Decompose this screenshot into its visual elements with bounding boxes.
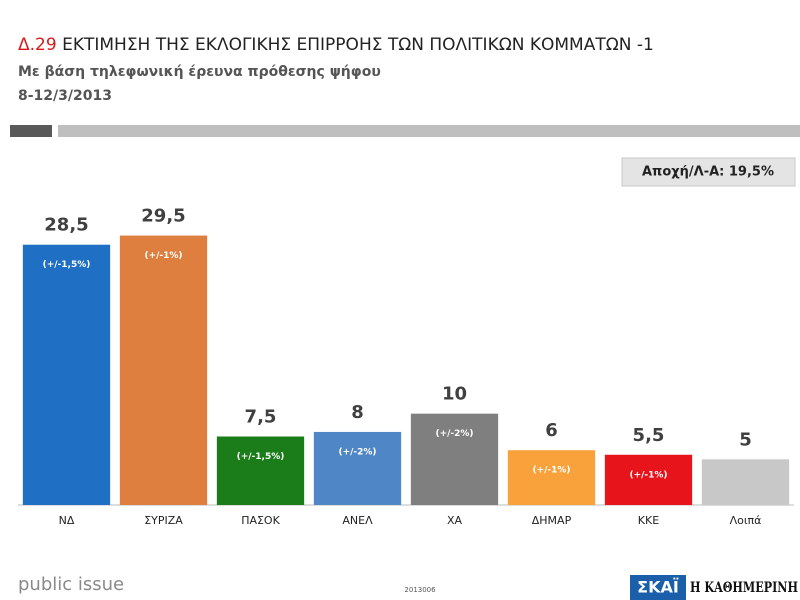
bar: [313, 431, 402, 505]
annotation: Αποχή/Λ-Α: 19,5%: [642, 165, 774, 180]
error-label: (+/-1%): [144, 251, 182, 261]
bar: [604, 454, 693, 505]
value-label: 10: [442, 384, 467, 405]
channel: ΣΚΑΪ: [637, 578, 679, 597]
x-tick-label: ΝΔ: [59, 514, 75, 527]
bar: [701, 459, 790, 505]
channel-logo: [630, 575, 686, 600]
x-tick-label: ΔΗΜΑΡ: [532, 514, 572, 527]
value-label: 8: [351, 402, 364, 423]
bar: [507, 450, 596, 505]
annotation-box: [621, 157, 796, 187]
error-label: (+/-2%): [435, 429, 473, 439]
value-label: 28,5: [44, 215, 88, 236]
error-label: (+/-1,5%): [237, 452, 285, 462]
x-tick-label: ΣΥΡΙΖΑ: [144, 514, 183, 527]
title-code: Δ.29: [18, 35, 57, 55]
date: 8-12/3/2013: [18, 88, 112, 104]
value-label: 29,5: [141, 206, 185, 227]
x-tick-label: ΧΑ: [447, 514, 463, 527]
header-rule: [10, 125, 52, 137]
value-label: 6: [545, 420, 558, 441]
error-label: (+/-1,5%): [43, 260, 91, 270]
value-label: 5,5: [633, 425, 665, 446]
error-label: (+/-1%): [629, 470, 667, 480]
value-label: 7,5: [245, 407, 277, 428]
bar: [22, 244, 111, 505]
error-label: (+/-1%): [532, 466, 570, 476]
header-rule: [58, 125, 800, 137]
error-label: (+/-2%): [338, 447, 376, 457]
bar: [119, 235, 208, 506]
title-text: ΕΚΤΙΜΗΣΗ ΤΗΣ ΕΚΛΟΓΙΚΗΣ ΕΠΙΡΡΟΗΣ ΤΩΝ ΠΟΛΙ…: [62, 35, 654, 55]
chart-title: Δ.29 ΕΚΤΙΜΗΣΗ ΤΗΣ ΕΚΛΟΓΙΚΗΣ ΕΠΙΡΡΟΗΣ ΤΩΝ…: [18, 35, 654, 55]
brand: public issue: [18, 574, 124, 595]
x-tick-label: Λοιπά: [730, 514, 762, 527]
x-tick-label: ΠΑΣΟΚ: [241, 514, 280, 527]
bar: [410, 413, 499, 505]
subtitle: Με βάση τηλεφωνική έρευνα πρόθεσης ψήφου: [18, 64, 381, 80]
newspaper: Η ΚΑΘΗΜΕΡΙΝΗ: [690, 580, 798, 596]
bar: [216, 436, 305, 505]
x-tick-label: ΚΚΕ: [638, 514, 659, 527]
value-label: 5: [739, 429, 752, 450]
x-tick-label: ΑΝΕΛ: [342, 514, 373, 527]
code: 2013006: [404, 586, 436, 594]
